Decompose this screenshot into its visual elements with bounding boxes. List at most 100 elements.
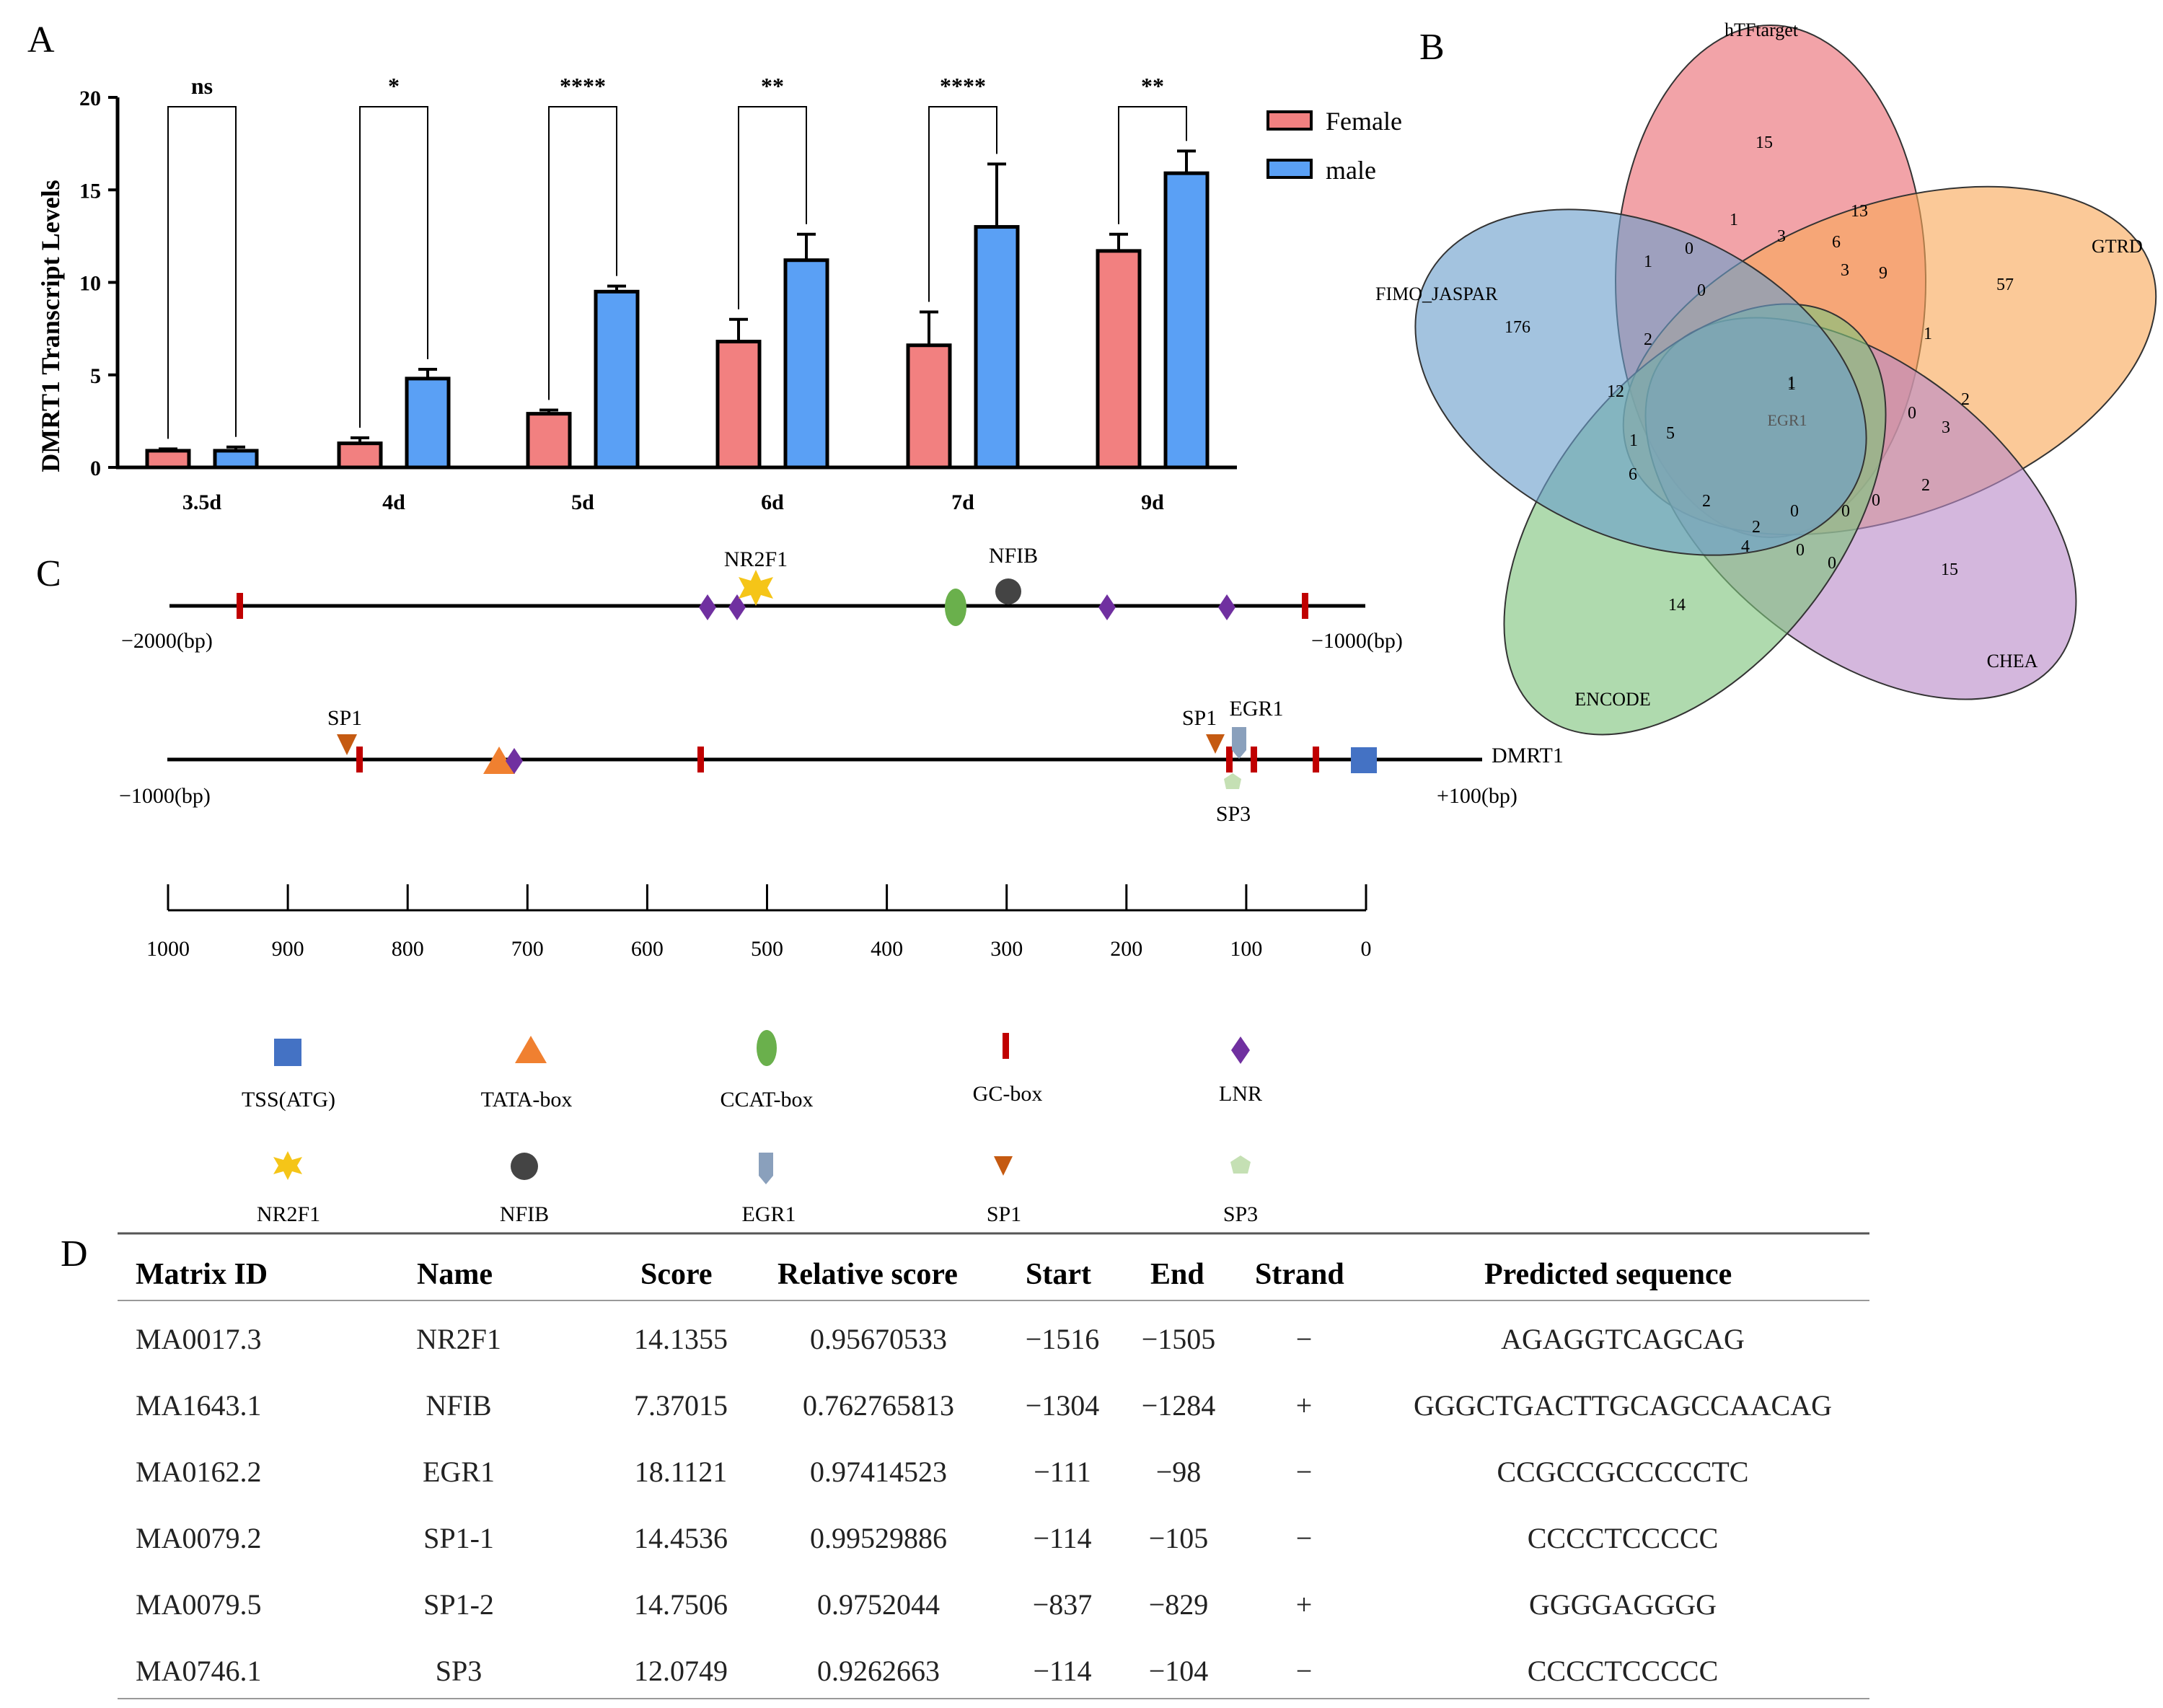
venn-count: 14 (1668, 596, 1686, 615)
scale-tick-label: 300 (990, 937, 1023, 961)
gc-box (1251, 747, 1257, 772)
scale-tick-label: 0 (1361, 937, 1372, 961)
chart-legend: Female male (1266, 107, 1402, 185)
table-cell: −114 (1033, 1655, 1091, 1687)
bar-male (213, 449, 259, 470)
x-tick-label: 7d (951, 490, 974, 514)
panel-d-letter: D (61, 1233, 88, 1275)
table-cell: −114 (1033, 1522, 1091, 1554)
bar-male (405, 377, 451, 470)
gc-box (1226, 747, 1233, 772)
significance-bracket (928, 106, 997, 302)
panel-a-letter: A (27, 19, 55, 61)
table-cell: 0.9262663 (817, 1655, 940, 1687)
sp1-triangle-icon (337, 734, 357, 755)
lnr-diamond (728, 594, 746, 620)
egr1-site-label: EGR1 (1230, 697, 1284, 721)
legend-gc-label: GC-box (973, 1082, 1043, 1106)
scale-tick-label: 700 (511, 937, 544, 961)
table-cell: − (1296, 1522, 1313, 1554)
table-cell: −1516 (1026, 1323, 1100, 1355)
lnr-diamond (699, 594, 716, 620)
table-cell: − (1296, 1323, 1313, 1355)
table-body: Matrix ID Name Score Relative score Start End… (136, 1258, 1832, 1687)
significance-label: ** (761, 73, 784, 99)
legend-ccat-icon (757, 1030, 777, 1066)
bar-female (906, 343, 952, 470)
gc-box (1313, 747, 1319, 772)
tata-box-triangle (483, 747, 515, 774)
table-cell: −1304 (1026, 1389, 1100, 1422)
bar-female (337, 441, 383, 470)
legend-sp1-label: SP1 (987, 1202, 1021, 1226)
tss-square-icon (1351, 747, 1377, 773)
legend-label-female: Female (1326, 107, 1402, 136)
row1-right-label: −1000(bp) (1311, 629, 1403, 653)
legend-lnr-icon (1231, 1036, 1250, 1064)
legend-tss-label: TSS(ATG) (242, 1088, 335, 1111)
venn-label-chea: CHEA (1987, 651, 2038, 672)
legend-sp3-icon (1230, 1155, 1251, 1174)
venn-count: 176 (1505, 318, 1530, 337)
venn-count: 2 (1752, 518, 1761, 537)
venn-count: 0 (1790, 502, 1799, 521)
y-tick-label: 0 (90, 457, 101, 480)
table-header: Name (417, 1258, 493, 1291)
legend-tss-icon (274, 1039, 301, 1066)
table-cell: −111 (1034, 1456, 1091, 1488)
venn-count: 4 (1741, 537, 1750, 556)
gc-box (697, 747, 704, 772)
venn-count: 2 (1921, 476, 1930, 495)
table-cell: 7.37015 (634, 1389, 728, 1422)
venn-label-htftarget: hTFtarget (1724, 19, 1799, 40)
row1-left-label: −2000(bp) (121, 629, 213, 653)
panel-b-letter: B (1419, 27, 1445, 68)
x-tick-label: 3.5d (182, 490, 222, 514)
venn-count: 1 (1730, 211, 1738, 229)
venn-count: 3 (1777, 227, 1786, 246)
table-cell: NFIB (426, 1389, 491, 1422)
table-cell: CCCCTCCCCC (1528, 1655, 1719, 1687)
scale-ticks: 1000 900 800 700 600 500 400 300 200 100 0 (146, 884, 1372, 961)
table-cell: 0.99529886 (810, 1522, 947, 1554)
table-cell: MA0079.5 (136, 1588, 261, 1621)
venn-count: 3 (1841, 261, 1849, 280)
scale-tick-label: 100 (1230, 937, 1262, 961)
venn-label-encode: ENCODE (1574, 689, 1650, 710)
venn-count: 0 (1685, 239, 1693, 258)
venn-count: 0 (1872, 491, 1880, 510)
table-cell: 0.95670533 (810, 1323, 947, 1355)
legend-egr1-icon (759, 1153, 773, 1184)
venn-count: 9 (1879, 264, 1887, 283)
venn-center-label: EGR1 (1768, 411, 1807, 429)
venn-count: 15 (1755, 133, 1773, 152)
table-cell: + (1296, 1588, 1313, 1621)
venn-count: 0 (1908, 404, 1916, 423)
table-cell: 18.1121 (635, 1456, 728, 1488)
table-cell: MA0162.2 (136, 1456, 261, 1488)
table-cell: GGGGAGGGG (1529, 1588, 1717, 1621)
venn-count: 3 (1942, 418, 1950, 437)
table-cell: −829 (1149, 1588, 1209, 1621)
table-cell: 12.0749 (634, 1655, 728, 1687)
table-header: Predicted sequence (1484, 1258, 1732, 1291)
significance-bracket (359, 106, 428, 428)
table-header: Matrix ID (136, 1258, 268, 1291)
table-cell: MA0017.3 (136, 1323, 261, 1355)
legend-sp1-icon (994, 1156, 1013, 1176)
scale-tick-label: 800 (392, 937, 424, 961)
venn-count: 12 (1607, 382, 1624, 401)
scale-tick-label: 900 (272, 937, 304, 961)
legend-egr1-label: EGR1 (742, 1202, 796, 1226)
bar-male (1163, 171, 1210, 470)
venn-count: 5 (1666, 424, 1675, 443)
table-cell: − (1296, 1456, 1313, 1488)
nfib-circle-icon (995, 578, 1021, 604)
sp1-site-label-2: SP1 (1182, 706, 1217, 730)
x-tick-label: 9d (1141, 490, 1164, 514)
y-ticks: 0 5 10 15 20 (79, 87, 118, 480)
sp3-site-label: SP3 (1216, 802, 1251, 826)
venn-set-fimo-jaspar (1414, 208, 1867, 556)
venn-count: 57 (1996, 276, 2014, 294)
